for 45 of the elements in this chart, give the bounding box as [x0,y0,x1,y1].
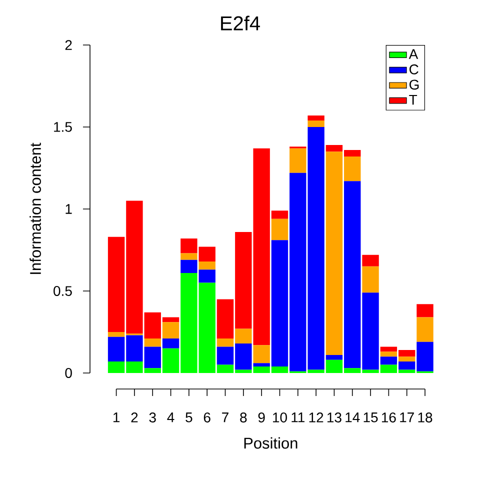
y-tick-label: 0 [65,368,72,378]
y-axis-title: Information content [30,142,41,274]
bar [253,345,270,364]
y-tick-label: 2 [65,40,72,50]
chart-title: E2f4 [221,16,260,30]
x-tick-label: 17 [400,412,414,422]
x-tick-label: 1 [113,412,120,422]
bar [308,116,324,120]
x-tick-label: 4 [167,412,174,422]
x-tick-label: 5 [186,412,192,422]
x-tick-label: 2 [131,412,138,422]
x-tick-label: 9 [258,412,265,422]
bar [271,218,288,240]
x-tick-label: 12 [309,412,324,422]
bar [198,261,216,270]
x-tick-label: 16 [382,412,396,422]
bar [398,356,416,362]
x-tick-label: 14 [346,412,360,422]
x-tick-label: 3 [149,412,156,422]
bar [416,317,434,342]
y-tick-label: 1.5 [54,122,72,132]
bar [362,266,379,293]
x-tick-label: 10 [273,412,287,422]
y-tick-label: 1 [66,204,72,214]
bar [308,120,324,127]
bar [162,322,180,339]
x-tick-label: 11 [292,412,304,422]
x-tick-label: 13 [327,412,342,422]
legend-label: G [410,80,419,90]
x-tick-label: 6 [204,412,210,422]
x-tick-label: 8 [240,412,247,422]
y-tick-label: 0.5 [54,286,72,296]
bar [362,254,379,266]
legend-label: A [408,49,418,59]
legend-label: T [409,94,418,105]
bar [144,338,161,347]
x-axis-title: Position [244,437,298,449]
bar [416,304,434,318]
legend-label: C [410,64,418,74]
bar [180,253,198,260]
x-tick-label: 7 [222,412,228,422]
x-tick-label: 15 [364,412,378,422]
x-tick-label: 18 [418,412,432,422]
bar [380,352,398,357]
bar [290,148,306,173]
